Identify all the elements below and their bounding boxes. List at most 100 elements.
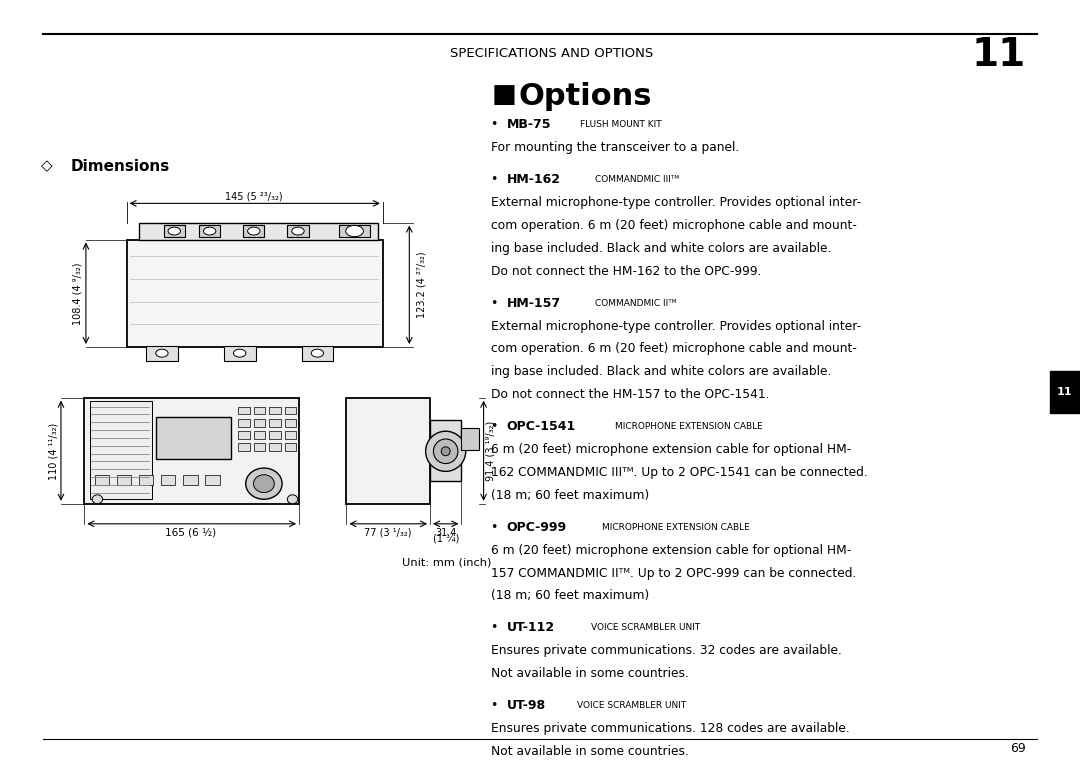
Text: 123.2 (4 ²⁷/₃₂): 123.2 (4 ²⁷/₃₂) — [417, 251, 427, 318]
Text: HM-157: HM-157 — [507, 296, 561, 310]
Bar — [254, 443, 266, 451]
Bar — [205, 475, 219, 485]
Bar — [347, 398, 430, 504]
Text: OPC-1541: OPC-1541 — [507, 420, 576, 434]
Text: Options: Options — [518, 82, 652, 111]
Text: •: • — [491, 118, 503, 132]
Text: External microphone-type controller. Provides optional inter-: External microphone-type controller. Pro… — [491, 196, 862, 210]
Text: (18 m; 60 feet maximum): (18 m; 60 feet maximum) — [491, 589, 650, 603]
Text: COMMANDMIC IIIᵀᴹ: COMMANDMIC IIIᵀᴹ — [595, 175, 679, 184]
Circle shape — [254, 475, 274, 492]
Text: Not available in some countries.: Not available in some countries. — [491, 667, 689, 680]
Text: •: • — [491, 173, 503, 187]
Bar — [461, 428, 480, 450]
Text: VOICE SCRAMBLER UNIT: VOICE SCRAMBLER UNIT — [577, 701, 686, 710]
Text: 165 (6 ½): 165 (6 ½) — [165, 527, 217, 537]
Bar — [269, 443, 281, 451]
Text: com operation. 6 m (20 feet) microphone cable and mount-: com operation. 6 m (20 feet) microphone … — [491, 342, 858, 356]
Text: •: • — [491, 699, 503, 712]
Text: (18 m; 60 feet maximum): (18 m; 60 feet maximum) — [491, 488, 650, 502]
Text: 11: 11 — [972, 36, 1026, 74]
Bar — [243, 225, 265, 237]
Bar — [146, 346, 178, 360]
Bar — [269, 419, 281, 427]
Text: For mounting the transceiver to a panel.: For mounting the transceiver to a panel. — [491, 141, 740, 155]
Bar — [156, 417, 231, 459]
Text: •: • — [491, 520, 503, 534]
Text: 11: 11 — [1057, 387, 1072, 398]
Bar — [254, 407, 266, 415]
Bar — [199, 225, 220, 237]
Bar — [269, 431, 281, 439]
Text: MB-75: MB-75 — [507, 118, 551, 132]
Circle shape — [92, 495, 103, 504]
Circle shape — [168, 227, 180, 235]
Text: FLUSH MOUNT KIT: FLUSH MOUNT KIT — [580, 120, 662, 130]
Bar — [139, 475, 153, 485]
Text: MICROPHONE EXTENSION CABLE: MICROPHONE EXTENSION CABLE — [602, 523, 750, 532]
Text: 162 COMMANDMIC IIIᵀᴹ. Up to 2 OPC-1541 can be connected.: 162 COMMANDMIC IIIᵀᴹ. Up to 2 OPC-1541 c… — [491, 466, 868, 479]
Text: •: • — [491, 296, 503, 310]
Text: MICROPHONE EXTENSION CABLE: MICROPHONE EXTENSION CABLE — [615, 422, 762, 431]
Text: 6 m (20 feet) microphone extension cable for optional HM-: 6 m (20 feet) microphone extension cable… — [491, 543, 852, 557]
Bar — [301, 346, 334, 360]
Bar — [164, 225, 185, 237]
Text: VOICE SCRAMBLER UNIT: VOICE SCRAMBLER UNIT — [591, 623, 700, 632]
Bar — [161, 475, 175, 485]
Bar — [430, 420, 461, 482]
Text: 91.4 (3 ¹⁹/₃₂): 91.4 (3 ¹⁹/₃₂) — [486, 421, 496, 482]
Text: •: • — [491, 621, 503, 635]
Text: 157 COMMANDMIC IIᵀᴹ. Up to 2 OPC-999 can be connected.: 157 COMMANDMIC IIᵀᴹ. Up to 2 OPC-999 can… — [491, 566, 856, 580]
Text: SPECIFICATIONS AND OPTIONS: SPECIFICATIONS AND OPTIONS — [450, 46, 653, 60]
Text: UT-112: UT-112 — [507, 621, 555, 635]
Bar — [139, 223, 378, 239]
Circle shape — [203, 227, 216, 235]
Text: (1 ¼): (1 ¼) — [432, 534, 459, 544]
Circle shape — [346, 226, 363, 237]
Circle shape — [426, 431, 465, 472]
Bar — [1050, 371, 1080, 413]
Bar — [184, 475, 198, 485]
Bar — [238, 443, 249, 451]
Text: 31.4: 31.4 — [435, 528, 457, 538]
Text: 77 (3 ¹/₃₂): 77 (3 ¹/₃₂) — [364, 527, 411, 537]
Text: com operation. 6 m (20 feet) microphone cable and mount-: com operation. 6 m (20 feet) microphone … — [491, 219, 858, 232]
Bar — [84, 398, 299, 504]
Circle shape — [433, 439, 458, 463]
Bar — [285, 407, 296, 415]
Text: Ensures private communications. 32 codes are available.: Ensures private communications. 32 codes… — [491, 644, 842, 658]
Bar — [285, 443, 296, 451]
Text: Ensures private communications. 128 codes are available.: Ensures private communications. 128 code… — [491, 722, 850, 735]
Bar — [224, 346, 256, 360]
Bar — [254, 419, 266, 427]
Text: Not available in some countries.: Not available in some countries. — [491, 744, 689, 758]
Text: 6 m (20 feet) microphone extension cable for optional HM-: 6 m (20 feet) microphone extension cable… — [491, 443, 852, 456]
Bar — [238, 431, 249, 439]
Bar — [117, 475, 132, 485]
Text: ing base included. Black and white colors are available.: ing base included. Black and white color… — [491, 242, 832, 255]
Circle shape — [245, 468, 282, 499]
Bar — [90, 401, 152, 499]
Circle shape — [247, 227, 260, 235]
Text: Do not connect the HM-162 to the OPC-999.: Do not connect the HM-162 to the OPC-999… — [491, 264, 761, 278]
Text: 108.4 (4 ⁹/₃₂): 108.4 (4 ⁹/₃₂) — [72, 263, 82, 325]
Text: 145 (5 ²³/₃₂): 145 (5 ²³/₃₂) — [225, 191, 283, 201]
Circle shape — [292, 227, 305, 235]
Bar — [287, 225, 309, 237]
Bar — [126, 239, 382, 347]
Bar — [238, 407, 249, 415]
Bar — [238, 419, 249, 427]
Bar — [285, 419, 296, 427]
Text: Do not connect the HM-157 to the OPC-1541.: Do not connect the HM-157 to the OPC-154… — [491, 388, 770, 402]
Text: ing base included. Black and white colors are available.: ing base included. Black and white color… — [491, 365, 832, 379]
Text: COMMANDMIC IIᵀᴹ: COMMANDMIC IIᵀᴹ — [595, 299, 677, 308]
Bar — [285, 431, 296, 439]
Circle shape — [442, 447, 450, 456]
Text: •: • — [491, 420, 503, 434]
Text: Dimensions: Dimensions — [70, 158, 170, 174]
Circle shape — [233, 349, 246, 357]
Text: 110 (4 ¹¹/₃₂): 110 (4 ¹¹/₃₂) — [49, 423, 58, 480]
Bar — [254, 431, 266, 439]
Text: 69: 69 — [1010, 741, 1026, 755]
Text: OPC-999: OPC-999 — [507, 520, 567, 534]
